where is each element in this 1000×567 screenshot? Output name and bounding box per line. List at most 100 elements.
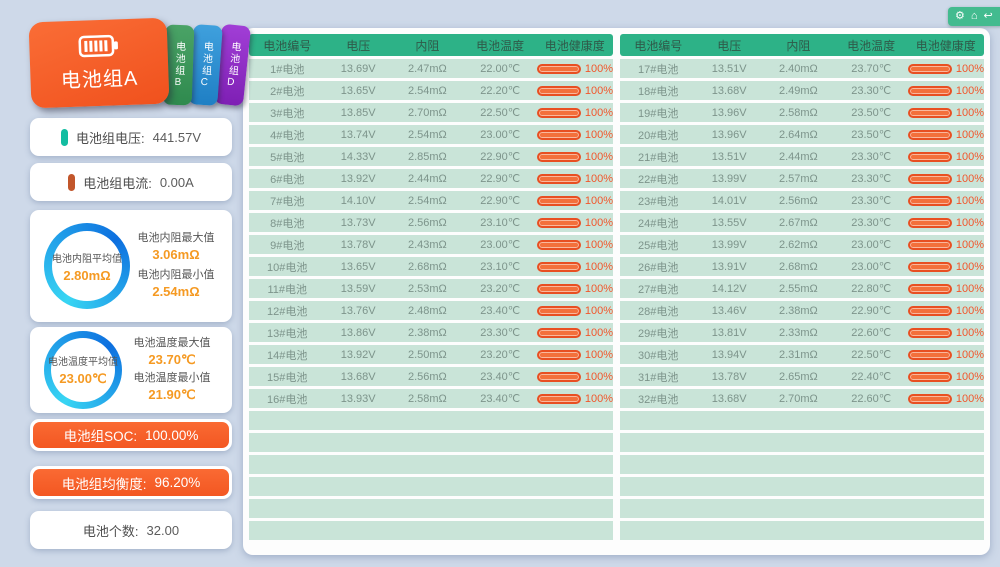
health-bar xyxy=(536,393,581,404)
battery-temperature: 23.70℃ xyxy=(851,63,892,75)
table-row: 26#电池 13.91V 2.68mΩ 23.00℃ 100% xyxy=(620,257,984,276)
battery-id: 32#电池 xyxy=(638,393,679,406)
gear-icon[interactable]: ⚙ xyxy=(955,10,965,22)
table-row: 32#电池 13.68V 2.70mΩ 22.60℃ 100% xyxy=(620,389,984,408)
table-body: 17#电池 13.51V 2.40mΩ 23.70℃ 100% 18#电池 13.68V 2.… xyxy=(620,56,984,540)
table-body: 1#电池 13.69V 2.47mΩ 22.00℃ 100% 2#电池 13.65V 2.54… xyxy=(249,56,613,540)
health-bar xyxy=(907,393,952,404)
battery-resistance: 2.53mΩ xyxy=(407,282,447,295)
battery-id: 16#电池 xyxy=(267,393,308,406)
empty-table-row xyxy=(249,433,613,452)
battery-id: 17#电池 xyxy=(638,63,679,76)
resistance-avg-label: 电池内阻平均值 xyxy=(52,253,122,265)
battery-temperature: 22.40℃ xyxy=(851,371,892,383)
battery-id: 29#电池 xyxy=(638,327,679,340)
health-bar xyxy=(907,239,952,250)
battery-temperature: 23.50℃ xyxy=(851,107,892,119)
battery-resistance: 2.62mΩ xyxy=(778,238,818,251)
health-bar xyxy=(536,327,581,338)
empty-table-row xyxy=(620,411,984,430)
table-row: 22#电池 13.99V 2.57mΩ 23.30℃ 100% xyxy=(620,169,984,188)
temperature-gauge-card: 电池温度平均值 23.00℃ 电池温度最大值 23.70℃ 电池温度最小值 21… xyxy=(30,327,232,413)
health-percent: 100% xyxy=(584,392,613,405)
battery-resistance: 2.57mΩ xyxy=(778,172,818,185)
health-bar xyxy=(536,195,581,206)
health-percent: 100% xyxy=(584,348,613,361)
battery-health-cell: 100% xyxy=(907,327,984,339)
health-percent: 100% xyxy=(584,106,613,119)
battery-health-cell: 100% xyxy=(536,194,613,207)
battery-health-cell: 100% xyxy=(536,151,613,163)
resistance-min-label: 电池内阻最小值 xyxy=(137,269,215,281)
battery-temperature: 23.00℃ xyxy=(851,239,892,251)
battery-id: 18#电池 xyxy=(638,85,679,98)
battery-resistance: 2.43mΩ xyxy=(407,238,447,251)
battery-health-cell: 100% xyxy=(907,129,984,141)
battery-health-cell: 100% xyxy=(536,63,613,75)
return-icon[interactable]: ↩ xyxy=(983,10,993,22)
battery-voltage: 14.33V xyxy=(340,150,376,163)
temperature-avg-value: 23.00℃ xyxy=(59,371,107,386)
battery-resistance: 2.49mΩ xyxy=(778,84,818,97)
battery-voltage: 13.93V xyxy=(340,392,376,405)
soc-card: 电池组SOC: 100.00% xyxy=(30,419,232,451)
health-percent: 100% xyxy=(584,128,613,141)
table-row: 5#电池 14.33V 2.85mΩ 22.90℃ 100% xyxy=(249,147,613,166)
health-percent: 100% xyxy=(584,326,613,339)
battery-id: 15#电池 xyxy=(267,371,308,384)
battery-health-cell: 100% xyxy=(907,173,984,185)
battery-health-cell: 100% xyxy=(536,85,613,97)
battery-voltage: 13.65V xyxy=(340,84,376,97)
group-current-label: 电池组电流: xyxy=(83,175,152,191)
battery-voltage: 13.85V xyxy=(340,106,376,119)
battery-health-cell: 100% xyxy=(536,239,613,251)
battery-temperature: 22.80℃ xyxy=(851,283,892,295)
battery-id: 4#电池 xyxy=(270,129,305,142)
battery-temperature: 23.40℃ xyxy=(480,305,521,317)
health-percent: 100% xyxy=(584,194,613,207)
health-bar xyxy=(536,151,581,162)
battery-voltage: 13.46V xyxy=(711,304,747,317)
table-row: 29#电池 13.81V 2.33mΩ 22.60℃ 100% xyxy=(620,323,984,342)
empty-table-row xyxy=(620,433,984,452)
battery-id: 11#电池 xyxy=(267,283,307,296)
table-row: 8#电池 13.73V 2.56mΩ 23.10℃ 100% xyxy=(249,213,613,232)
battery-temperature: 23.40℃ xyxy=(480,393,521,405)
battery-voltage: 13.96V xyxy=(711,106,747,119)
battery-voltage: 13.92V xyxy=(340,348,376,361)
table-row: 9#电池 13.78V 2.43mΩ 23.00℃ 100% xyxy=(249,235,613,254)
battery-id: 27#电池 xyxy=(638,283,679,296)
battery-resistance: 2.68mΩ xyxy=(778,260,818,273)
tab-battery-group-a[interactable]: 电池组A xyxy=(28,17,170,109)
table-row: 10#电池 13.65V 2.68mΩ 23.10℃ 100% xyxy=(249,257,613,276)
home-icon[interactable]: ⌂ xyxy=(970,10,978,22)
battery-id: 20#电池 xyxy=(638,129,679,142)
battery-temperature: 22.00℃ xyxy=(480,63,521,75)
battery-resistance: 2.50mΩ xyxy=(407,348,447,361)
battery-id: 26#电池 xyxy=(638,261,679,274)
temperature-gauge-ring: 电池温度平均值 23.00℃ xyxy=(44,331,122,409)
health-bar xyxy=(536,217,581,228)
resistance-max-value: 3.06mΩ xyxy=(152,247,200,263)
table-row: 6#电池 13.92V 2.44mΩ 22.90℃ 100% xyxy=(249,169,613,188)
temperature-max-label: 电池温度最大值 xyxy=(133,337,211,350)
column-header: 电池健康度 xyxy=(915,38,976,53)
battery-id: 2#电池 xyxy=(270,85,305,98)
battery-voltage: 13.86V xyxy=(340,326,376,339)
health-bar xyxy=(536,85,581,96)
battery-voltage: 13.55V xyxy=(711,216,747,229)
battery-voltage: 13.92V xyxy=(340,172,376,185)
table-row: 28#电池 13.46V 2.38mΩ 22.90℃ 100% xyxy=(620,301,984,320)
health-percent: 100% xyxy=(955,348,984,361)
table-row: 14#电池 13.92V 2.50mΩ 23.20℃ 100% xyxy=(249,345,613,364)
table-row: 31#电池 13.78V 2.65mΩ 22.40℃ 100% xyxy=(620,367,984,386)
health-bar xyxy=(536,349,581,360)
health-percent: 100% xyxy=(955,392,984,405)
battery-voltage: 14.10V xyxy=(340,194,376,207)
battery-id: 7#电池 xyxy=(270,195,305,208)
battery-id: 19#电池 xyxy=(638,107,679,120)
table-row: 11#电池 13.59V 2.53mΩ 23.20℃ 100% xyxy=(249,279,613,298)
column-header: 电压 xyxy=(346,38,371,53)
battery-temperature: 22.50℃ xyxy=(851,349,892,361)
battery-voltage: 14.01V xyxy=(711,194,747,207)
